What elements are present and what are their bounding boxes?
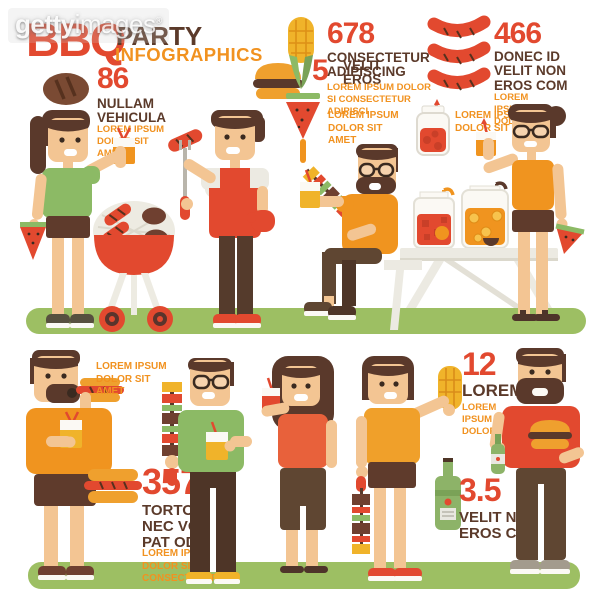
popsicle-note: LOREM IPSUM DOLOR SIT AMET bbox=[328, 110, 399, 146]
character-man-apron bbox=[168, 110, 275, 328]
stat-corn-held-number: 12 bbox=[462, 346, 497, 382]
sausages-icon bbox=[427, 15, 491, 91]
stat-corn-held-note: LOREM IPSUM DOLOR SIT bbox=[462, 402, 514, 437]
stat-burgers-label: VELIT EROS bbox=[343, 58, 382, 88]
punch-note: LOREM IPSUM DOLOR SIT AM bbox=[455, 110, 528, 134]
stat-patties-number: 86 bbox=[97, 62, 129, 95]
picnic-table bbox=[400, 181, 558, 308]
stat-bottles-label: VELIT NO EROS CO bbox=[459, 509, 529, 542]
stat-corn-label: CONSECTETUR ADIPISCING bbox=[327, 50, 430, 80]
corn-icon bbox=[288, 17, 314, 89]
character-man-green bbox=[162, 358, 252, 584]
watermelon-popsicle-icon bbox=[286, 93, 320, 163]
stat-corn-number: 678 bbox=[327, 17, 375, 50]
bottle-icon bbox=[435, 458, 461, 530]
character-woman-bob bbox=[352, 356, 462, 581]
patty-icon bbox=[43, 73, 89, 105]
hotdog-note: LOREM IPSUM DOLOR SIT AMET bbox=[96, 361, 167, 397]
character-woman-grill bbox=[20, 110, 135, 328]
character-woman-right bbox=[476, 104, 585, 321]
bbq-grill bbox=[93, 201, 175, 332]
punch-jar-icon bbox=[416, 99, 450, 156]
character-man-seated bbox=[300, 144, 422, 330]
stat-burgers-number: 5 bbox=[312, 54, 329, 87]
character-man-beard bbox=[489, 348, 585, 574]
stat-sausages-label: DONEC ID VELIT NON EROS COM bbox=[494, 49, 568, 93]
stat-patties-label: NULLAM VEHICULA bbox=[97, 96, 167, 126]
watermark-reg: ® bbox=[155, 15, 162, 26]
page-title: BBQ bbox=[26, 13, 126, 66]
stat-corn-held-label: LOREM bbox=[462, 381, 524, 400]
stat-sausages-number: 466 bbox=[494, 17, 542, 50]
page-subtitle: INFOGRAPHICS bbox=[115, 44, 263, 65]
watermark-bold: getty bbox=[15, 9, 75, 39]
watermark-light: images bbox=[74, 9, 156, 39]
page-title-second: PARTY bbox=[116, 21, 203, 51]
ground-strip-bottom bbox=[28, 562, 580, 589]
character-woman-longhair bbox=[261, 356, 337, 573]
watermark: gettyimages® bbox=[8, 8, 169, 43]
stat-hotdogs-note: LOREM IPSUM DOLOR SIT AMET CONSECTETUR bbox=[142, 548, 228, 584]
hotdog-icon bbox=[84, 469, 142, 503]
stat-bottles-number: 3.5 bbox=[459, 472, 501, 508]
stat-corn-note: LOREM IPSUM DOLOR SI CONSECTETUR ADIPISC… bbox=[327, 82, 431, 117]
character-man-hotdog bbox=[26, 350, 124, 580]
